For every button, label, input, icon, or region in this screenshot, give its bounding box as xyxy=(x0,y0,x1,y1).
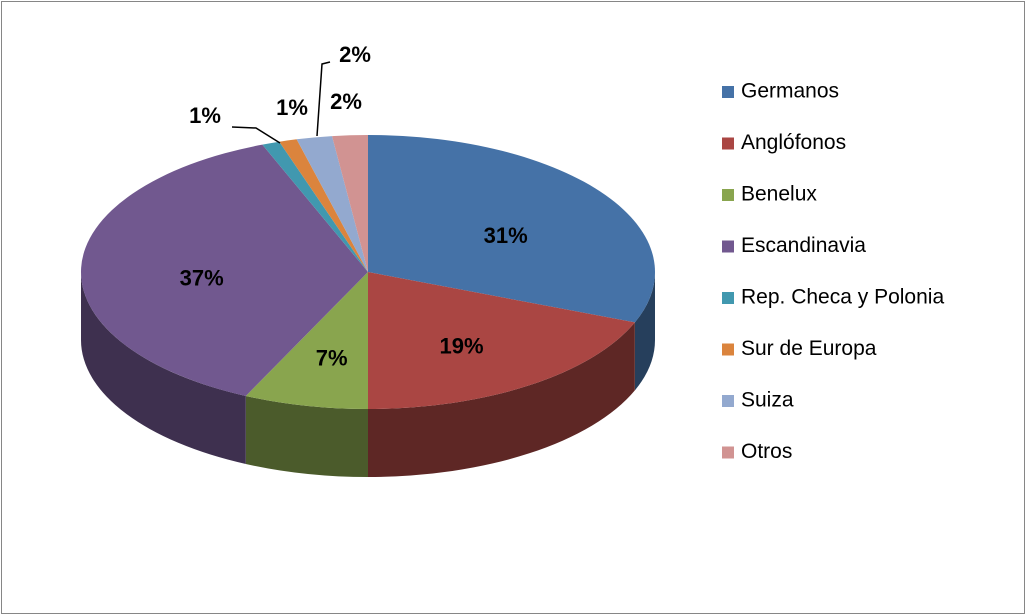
data-labels: 31% 19% 7% 37% 1% 1% 2% 2% xyxy=(180,42,528,371)
slice xyxy=(368,272,635,409)
slice xyxy=(296,136,368,272)
legend-label: Otros xyxy=(741,440,792,463)
slice xyxy=(332,135,368,272)
legend-swatch xyxy=(722,189,734,201)
data-label: 31% xyxy=(484,223,528,248)
slice xyxy=(81,144,368,396)
legend-label: Rep. Checa y Polonia xyxy=(741,286,944,309)
slice-side xyxy=(81,272,246,464)
data-label: 1% xyxy=(276,95,308,120)
data-label: 7% xyxy=(316,345,348,370)
legend-swatch xyxy=(722,395,734,407)
leader-line xyxy=(231,126,281,144)
data-label: 37% xyxy=(180,265,224,290)
legend: Germanos Anglófonos Benelux Escandinavia Rep… xyxy=(722,80,944,463)
pie xyxy=(81,135,655,477)
slice xyxy=(368,135,655,323)
legend-swatch xyxy=(722,446,734,459)
slice xyxy=(279,139,368,272)
slice-side xyxy=(245,395,368,477)
legend-label: Anglófonos xyxy=(741,131,846,154)
data-label: 19% xyxy=(440,334,484,359)
data-label: 1% xyxy=(189,103,221,128)
legend-label: Benelux xyxy=(741,183,817,206)
data-label: 2% xyxy=(339,42,371,67)
legend-swatch xyxy=(722,240,734,253)
legend-label: Germanos xyxy=(741,80,839,103)
slice-side xyxy=(634,272,655,391)
legend-swatch xyxy=(722,292,734,304)
legend-swatch xyxy=(722,343,734,356)
legend-swatch xyxy=(722,137,734,150)
legend-label: Suiza xyxy=(741,389,794,412)
leader-line xyxy=(316,61,331,137)
slice-side xyxy=(368,322,635,477)
slice xyxy=(245,272,368,409)
data-label: 2% xyxy=(330,89,362,114)
legend-swatch xyxy=(722,86,734,98)
legend-label: Escandinavia xyxy=(741,234,866,257)
legend-label: Sur de Europa xyxy=(741,337,877,360)
slice xyxy=(262,141,368,272)
